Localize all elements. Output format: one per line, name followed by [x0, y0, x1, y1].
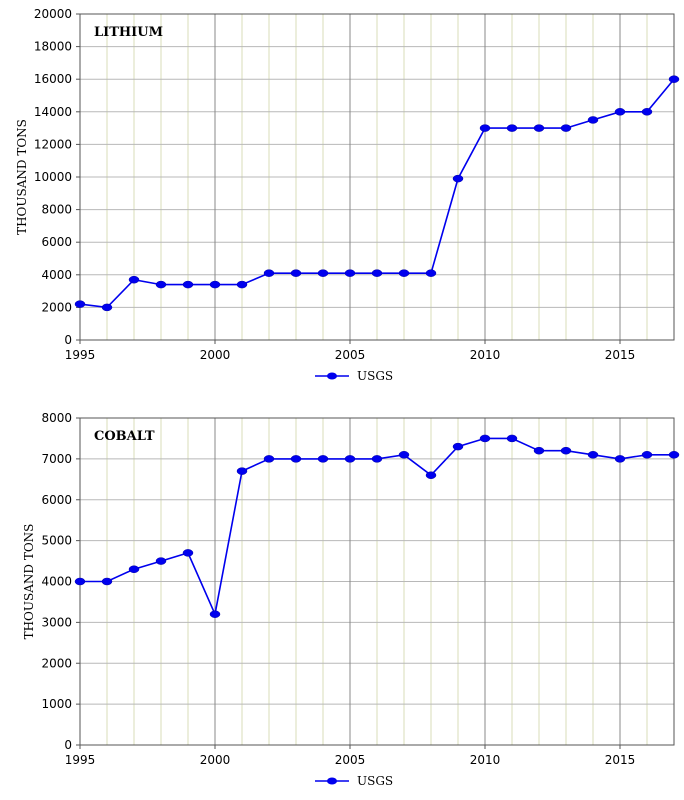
lithium-x-tick-label: 2000	[200, 348, 231, 362]
lithium-legend-label: USGS	[357, 369, 393, 383]
lithium-x-tick-label: 2010	[470, 348, 501, 362]
lithium-data-point	[533, 124, 545, 132]
lithium-data-point	[614, 108, 626, 116]
cobalt-x-tick-label: 2015	[605, 753, 636, 767]
cobalt-data-point	[560, 446, 572, 455]
cobalt-data-point	[398, 451, 410, 459]
cobalt-data-point	[668, 451, 680, 459]
cobalt-data-point	[425, 471, 437, 479]
cobalt-data-point	[317, 455, 329, 463]
lithium-data-point	[479, 124, 491, 132]
cobalt-legend-marker	[327, 777, 337, 785]
lithium-y-tick-label: 20000	[34, 7, 72, 21]
cobalt-data-point	[128, 565, 140, 573]
lithium-data-point	[425, 269, 437, 277]
cobalt-data-point	[290, 455, 302, 463]
lithium-data-point	[398, 269, 410, 277]
cobalt-x-tick-label: 2005	[335, 753, 366, 767]
cobalt-y-tick-label: 1000	[41, 697, 72, 711]
lithium-y-tick-label: 12000	[34, 137, 72, 151]
cobalt-data-point	[155, 557, 167, 565]
cobalt-data-point	[236, 467, 248, 475]
lithium-y-tick-label: 8000	[41, 203, 72, 217]
cobalt-data-point	[263, 455, 275, 463]
lithium-data-point	[641, 108, 653, 116]
lithium-data-point	[236, 280, 248, 289]
cobalt-y-tick-label: 7000	[41, 452, 72, 466]
lithium-data-point	[668, 75, 680, 83]
lithium-y-tick-label: 2000	[41, 300, 72, 314]
lithium-data-point	[560, 124, 572, 132]
lithium-data-point	[371, 269, 383, 277]
cobalt-data-point	[533, 446, 545, 455]
cobalt-y-tick-label: 6000	[41, 493, 72, 507]
lithium-data-point	[74, 300, 86, 308]
lithium-y-tick-label: 18000	[34, 40, 72, 54]
lithium-y-tick-label: 0	[64, 333, 72, 347]
cobalt-x-tick-label: 1995	[65, 753, 96, 767]
cobalt-data-point	[101, 577, 113, 586]
lithium-data-point	[263, 269, 275, 277]
lithium-x-tick-label: 2015	[605, 348, 636, 362]
lithium-data-point	[290, 269, 302, 277]
cobalt-y-tick-label: 8000	[41, 411, 72, 425]
lithium-data-point	[317, 269, 329, 277]
cobalt-data-point	[209, 610, 221, 618]
cobalt-data-point	[371, 455, 383, 463]
lithium-y-tick-label: 14000	[34, 105, 72, 119]
cobalt-data-point	[479, 434, 491, 443]
cobalt-data-point	[587, 451, 599, 459]
lithium-data-point	[209, 280, 221, 289]
lithium-y-tick-label: 10000	[34, 170, 72, 184]
lithium-data-point	[128, 275, 140, 284]
cobalt-data-point	[452, 442, 464, 451]
lithium-data-point	[452, 174, 464, 183]
lithium-data-point	[344, 269, 356, 277]
lithium-data-point	[101, 303, 113, 312]
cobalt-data-point	[614, 455, 626, 463]
cobalt-data-point	[182, 549, 194, 557]
lithium-y-axis-label: THOUSAND TONS	[15, 119, 29, 235]
lithium-y-tick-label: 4000	[41, 268, 72, 282]
lithium-y-tick-label: 6000	[41, 235, 72, 249]
lithium-data-point	[182, 280, 194, 289]
lithium-data-point	[155, 280, 167, 289]
cobalt-y-tick-label: 0	[64, 738, 72, 752]
lithium-data-point	[506, 124, 518, 132]
lithium-y-tick-label: 16000	[34, 72, 72, 86]
cobalt-data-point	[506, 434, 518, 443]
lithium-data-point	[587, 116, 599, 124]
cobalt-y-axis-label: THOUSAND TONS	[22, 524, 36, 640]
lithium-chart: 0 2000 4000 6000 8000 10000 12000 14000 16000 180…	[15, 7, 680, 383]
cobalt-data-point	[74, 577, 86, 586]
lithium-chart-title: LITHIUM	[94, 25, 163, 40]
cobalt-y-tick-label: 3000	[41, 615, 72, 629]
lithium-x-tick-label: 2005	[335, 348, 366, 362]
cobalt-y-tick-label: 2000	[41, 656, 72, 670]
cobalt-chart-title: COBALT	[94, 429, 155, 444]
cobalt-legend-label: USGS	[357, 774, 393, 788]
lithium-legend-marker	[327, 372, 337, 380]
cobalt-data-point	[641, 451, 653, 459]
cobalt-y-tick-label: 5000	[41, 534, 72, 548]
cobalt-x-tick-label: 2000	[200, 753, 231, 767]
cobalt-x-tick-label: 2010	[470, 753, 501, 767]
cobalt-y-tick-label: 4000	[41, 575, 72, 589]
lithium-x-tick-label: 1995	[65, 348, 96, 362]
cobalt-chart: 0 1000 2000 3000 4000 5000 6000 7000 8000 1995 200…	[22, 411, 680, 788]
cobalt-data-point	[344, 455, 356, 463]
